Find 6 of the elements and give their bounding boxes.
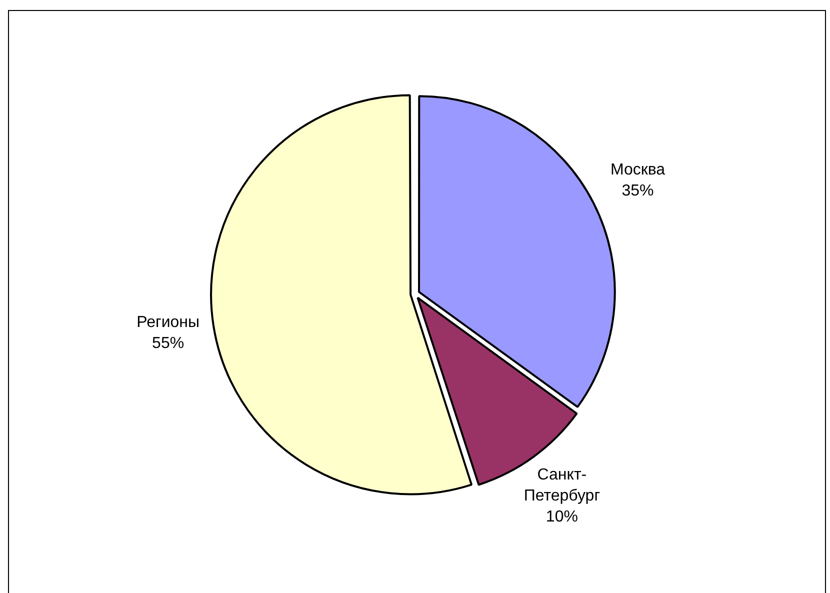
slice-label: Регионы [136,314,200,332]
slice-label: Москва [610,161,666,178]
data-label: 55% [152,335,184,352]
data-label: 10% [546,508,578,526]
data-label: 35% [622,182,654,200]
slice-label: Санкт-Петербург [524,466,600,505]
